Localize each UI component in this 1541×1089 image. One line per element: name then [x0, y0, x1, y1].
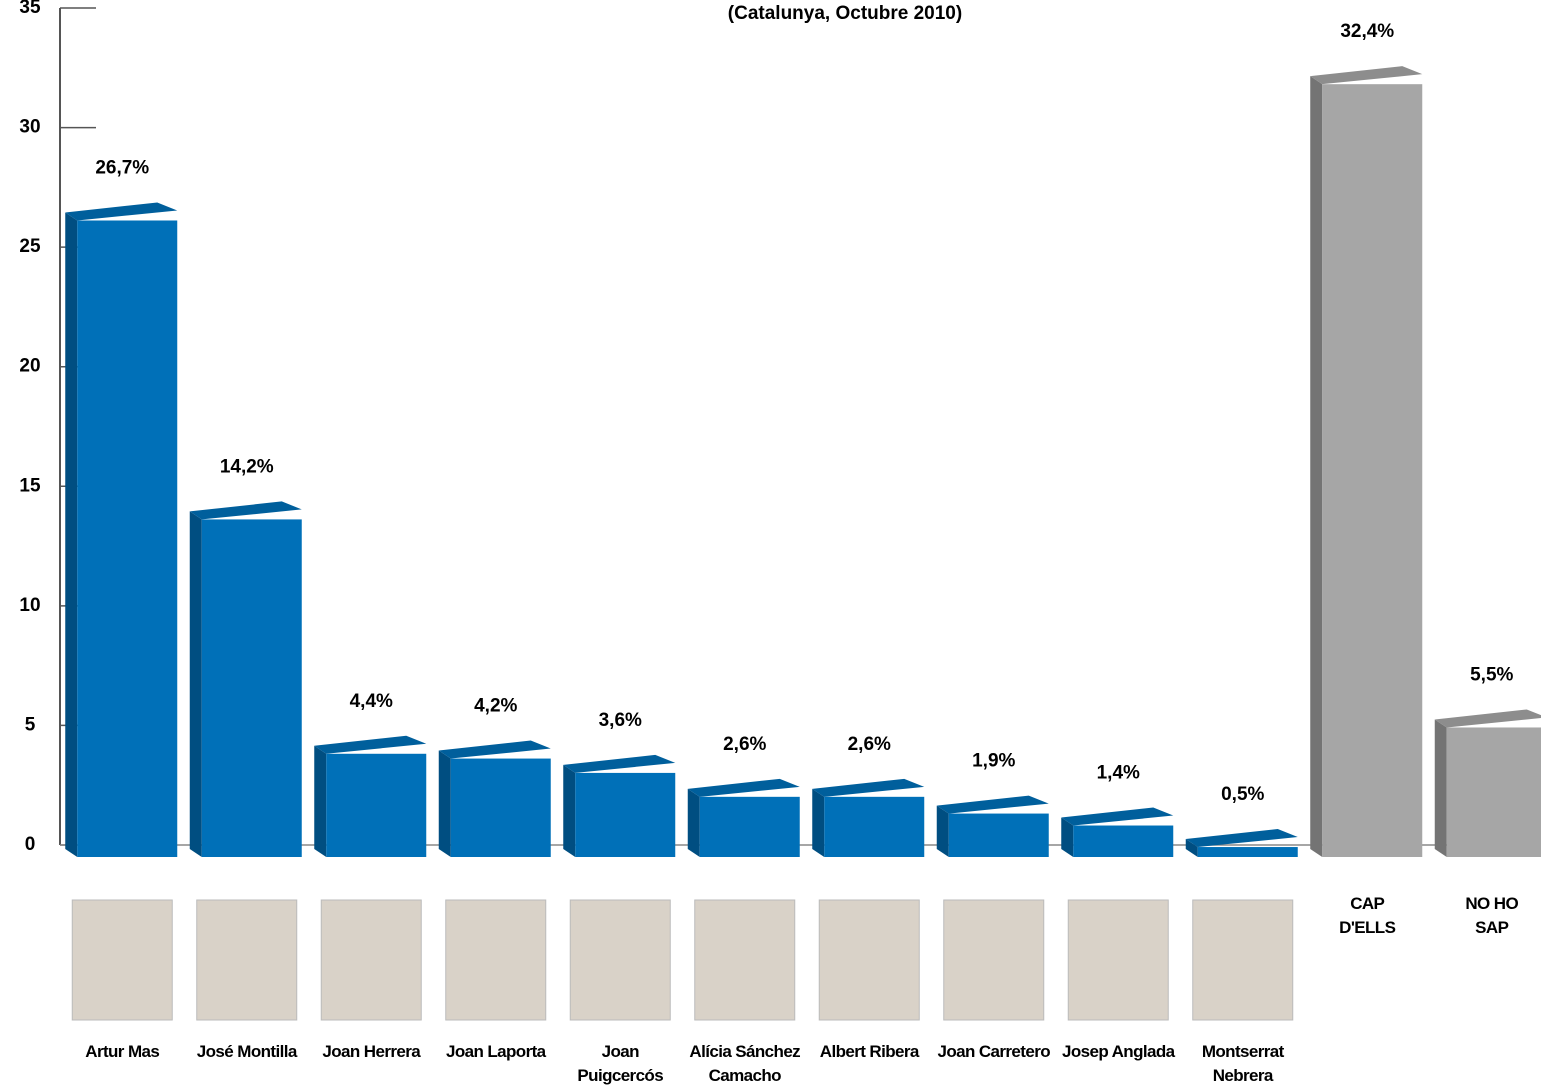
candidate-photo — [943, 899, 1045, 1021]
bar-side — [687, 788, 700, 857]
bar-side — [1310, 76, 1323, 858]
bar-top — [1061, 807, 1174, 826]
bar-top — [189, 501, 302, 520]
bar — [824, 796, 925, 857]
bar-side — [1434, 719, 1447, 857]
bar — [1197, 847, 1298, 857]
bar-top — [65, 202, 178, 221]
candidate-photo — [818, 899, 920, 1021]
x-tick-label: Joan Carretero — [937, 1042, 1051, 1061]
candidate-photo — [569, 899, 671, 1021]
bar-top — [812, 778, 925, 797]
value-label: 1,4% — [1097, 763, 1140, 784]
bar-side — [65, 212, 78, 857]
x-tick-label: Montserrat Nebrera — [1201, 1042, 1284, 1085]
bar-top — [1185, 829, 1298, 848]
bar-side — [1061, 817, 1074, 857]
candidate-photo — [694, 899, 796, 1021]
bar — [77, 220, 178, 857]
y-tick-label: 0 — [25, 834, 36, 855]
x-tick-label: Joan Laporta — [445, 1042, 546, 1061]
value-label: 5,5% — [1470, 664, 1513, 685]
value-label: 3,6% — [599, 710, 642, 731]
value-label: 2,6% — [848, 734, 891, 755]
bar-side — [189, 511, 202, 857]
y-tick-label: 30 — [19, 117, 40, 138]
bar — [450, 758, 551, 857]
x-tick-label: Joan Herrera — [322, 1042, 421, 1061]
x-tick-label: Josep Anglada — [1062, 1042, 1175, 1061]
bar-side — [314, 745, 327, 857]
x-tick-label: Joan Puigcercós — [577, 1042, 664, 1085]
bar-top — [687, 778, 800, 797]
value-label: 0,5% — [1221, 784, 1264, 805]
bar-top — [1434, 709, 1541, 728]
bar-side — [1185, 839, 1198, 857]
x-tick-label: NO HO SAP — [1465, 894, 1519, 937]
candidate-photo — [196, 899, 298, 1021]
candidate-photo — [445, 899, 547, 1021]
candidate-photo — [1067, 899, 1169, 1021]
value-label: 14,2% — [220, 456, 274, 477]
bar — [575, 772, 676, 857]
bar — [1446, 727, 1541, 857]
y-tick-label: 15 — [19, 475, 41, 496]
x-tick-label: CAP D'ELLS — [1339, 894, 1396, 937]
bar-side — [563, 764, 576, 857]
value-label: 2,6% — [723, 734, 766, 755]
bar-top — [438, 740, 551, 759]
bar-top — [936, 795, 1049, 814]
value-label: 26,7% — [95, 158, 149, 179]
candidate-photo — [1192, 899, 1294, 1021]
x-tick-label: Artur Mas — [85, 1042, 160, 1061]
bar-side — [936, 805, 949, 857]
bar — [948, 813, 1049, 857]
chart-subtitle: (Catalunya, Octubre 2010) — [728, 3, 962, 24]
bar — [1322, 84, 1423, 858]
bar — [201, 519, 302, 857]
candidate-photo — [71, 899, 173, 1021]
y-tick-label: 25 — [19, 236, 41, 257]
y-tick-label: 5 — [25, 714, 36, 735]
bar-top — [1310, 66, 1423, 85]
value-label: 4,4% — [350, 691, 393, 712]
bar-side — [438, 750, 451, 857]
bar — [699, 796, 800, 857]
value-label: 32,4% — [1340, 21, 1394, 42]
x-tick-label: José Montilla — [196, 1042, 297, 1061]
bar — [1073, 825, 1174, 857]
candidate-photo — [320, 899, 422, 1021]
x-tick-label: Albert Ribera — [819, 1042, 920, 1061]
bar-top — [314, 735, 427, 754]
bar-side — [812, 788, 825, 857]
bar-top — [563, 754, 676, 773]
y-tick-label: 10 — [19, 595, 40, 616]
x-tick-label: Alícia Sánchez Camacho — [689, 1042, 801, 1085]
y-tick-label: 35 — [19, 0, 41, 18]
y-tick-label: 20 — [19, 356, 40, 377]
value-label: 1,9% — [972, 751, 1015, 772]
bar — [326, 753, 427, 857]
value-label: 4,2% — [474, 696, 517, 717]
